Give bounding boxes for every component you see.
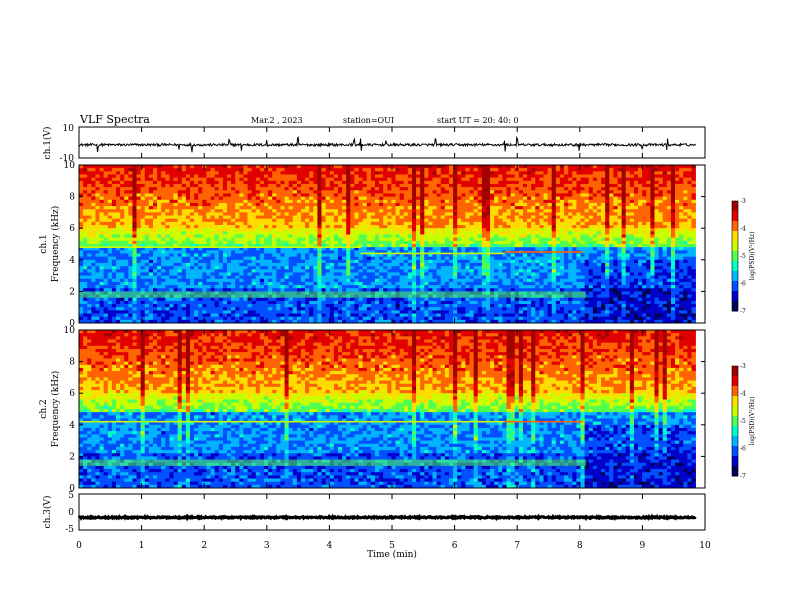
ch1-spectrogram-image	[79, 165, 696, 324]
time-tick-3: 3	[264, 541, 270, 551]
ch1-waveform-ylabel: ch.1(V)	[42, 127, 53, 160]
ch2-spectrogram-image	[79, 330, 696, 489]
ch1-waveform-line	[79, 135, 696, 153]
ch1-freq-ticks: 0 2 4 6 8 10	[64, 161, 705, 329]
ch3-waveform-trace	[77, 513, 697, 522]
time-tick-10: 10	[699, 541, 711, 551]
ch1-spectrogram-cb-tick-3: -6	[740, 281, 746, 288]
ch1-spectrogram-band	[79, 291, 587, 298]
ch2-spectrogram-cb-tick-4: -7	[740, 473, 746, 480]
ch1-spectrogram-cb-tick-2: -5	[740, 253, 746, 260]
time-axis-label: Time (min)	[367, 549, 417, 560]
ch1-waveform-trace	[79, 135, 696, 153]
ch2-spectrogram-cb-tick-3: -6	[740, 446, 746, 453]
ch3-ytick-bottom: -5	[65, 525, 74, 535]
ch1-spectrogram-panel: 0 2 4 6 8 10 ch.1 Frequency (kHz)	[39, 161, 706, 329]
ch2-freq-ticks: 0 2 4 6 8 10	[64, 326, 705, 494]
date-label: Mar.2 , 2023	[251, 116, 303, 125]
ch3-ytick-top: 5	[68, 491, 74, 501]
ch2-spectrogram-panel: 0 2 4 6 8 10 ch.2 Frequency (kHz)	[39, 326, 706, 494]
ch3-waveform-line	[77, 513, 697, 522]
ch2-colorbar: -3 -4 -5 -6 -7 log(PSD)(V²/Hz)	[731, 363, 756, 480]
ch1-spectrogram-ytick-5: 10	[64, 161, 76, 171]
ch2-spectrogram-cb-tick-1: -4	[740, 391, 746, 398]
time-tick-7: 7	[514, 541, 520, 551]
ch2-spectrogram-cb-tick-2: -5	[740, 418, 746, 425]
figure-title: VLF Spectra	[79, 113, 150, 126]
time-tick-5: 5	[389, 541, 395, 551]
ch2-spectrogram-cb-tick-0: -3	[740, 363, 746, 370]
time-tick-2: 2	[201, 541, 207, 551]
time-tick-9: 9	[640, 541, 646, 551]
ch3-waveform-ylabel: ch.3(V)	[42, 496, 53, 529]
ch1-spectrogram-ytick-0: 0	[69, 319, 75, 329]
time-tick-8: 8	[577, 541, 583, 551]
ch2-spectrogram-ytick-5: 10	[64, 326, 76, 336]
ch3-waveform-frame	[78, 493, 706, 531]
time-axis-ticks: 0 1 2 3 4 5 6 7 8 9 10	[76, 127, 711, 551]
ch1-ytick-bottom: -10	[60, 154, 75, 164]
ch2-freq-ylabel: Frequency (kHz)	[50, 371, 61, 448]
start-time-label: start UT = 20: 40: 0	[437, 116, 518, 125]
ch1-spectrogram-ytick-4: 8	[69, 193, 75, 203]
time-tick-1: 1	[139, 541, 145, 551]
ch2-channel-label: ch.2	[39, 399, 49, 418]
ch1-spectrogram-cb-tick-4: -7	[740, 308, 746, 315]
ch1-spectrogram-cb-label: log(PSD)(V²/Hz)	[749, 232, 756, 281]
ch1-freq-ylabel: Frequency (kHz)	[50, 206, 61, 283]
ch1-spectrogram-cb-tick-0: -3	[740, 198, 746, 205]
station-label: station=OUI	[343, 116, 394, 125]
time-tick-4: 4	[327, 541, 333, 551]
ch1-spectrogram-ytick-1: 2	[69, 287, 75, 297]
time-tick-6: 6	[452, 541, 458, 551]
ch1-spectrogram-ytick-3: 6	[69, 224, 75, 234]
ch2-spectrogram-band	[79, 459, 587, 466]
ch2-spectrogram-ytick-4: 8	[69, 358, 75, 368]
ch1-colorbar: -3 -4 -5 -6 -7 log(PSD)(V²/Hz)	[731, 198, 756, 315]
ch2-spectrogram-ytick-0: 0	[69, 484, 75, 494]
ch2-spectrogram-ytick-3: 6	[69, 389, 75, 399]
ch1-spectrogram-cb-tick-1: -4	[740, 226, 746, 233]
time-tick-0: 0	[76, 541, 82, 551]
ch2-spectrogram-ytick-1: 2	[69, 452, 75, 462]
ch1-ytick-top: 10	[63, 124, 75, 134]
ch1-channel-label: ch.1	[39, 234, 49, 253]
ch3-ytick-mid: 0	[68, 508, 74, 518]
ch1-spectrogram-ytick-2: 4	[69, 256, 75, 266]
ch2-spectrogram-ytick-2: 4	[69, 421, 75, 431]
ch2-spectrogram-cb-label: log(PSD)(V²/Hz)	[749, 397, 756, 446]
